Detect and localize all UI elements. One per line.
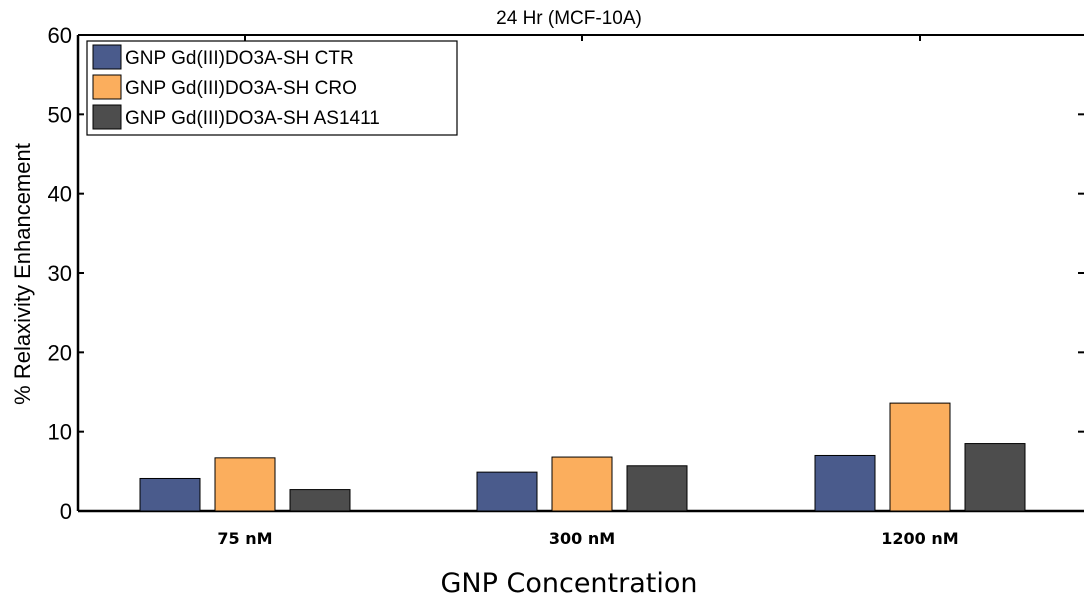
plot-area: 0 10 20 30 40 50 60 75 nM 300 nM 1200 nM: [48, 23, 1084, 548]
legend-box: [86, 40, 458, 136]
bar: [476, 471, 538, 512]
bar: [814, 454, 876, 512]
bar: [964, 443, 1026, 512]
legend-swatch: [92, 74, 122, 100]
x-tick-label: 75 nM: [217, 529, 272, 548]
y-tick-label: 20: [48, 340, 72, 365]
y-tick-label: 10: [48, 420, 72, 445]
y-tick-label: 40: [48, 182, 72, 207]
x-tick-label: 300 nM: [549, 529, 615, 548]
y-axis-label: % Relaxivity Enhancement: [10, 143, 35, 405]
bar: [551, 456, 613, 512]
legend-swatch: [92, 44, 122, 70]
bar: [889, 402, 951, 512]
y-tick-label: 50: [48, 102, 72, 127]
bar: [289, 489, 351, 512]
x-axis-label: GNP Concentration: [441, 568, 698, 599]
chart-title: 24 Hr (MCF-10A): [496, 8, 642, 29]
bar: [214, 457, 276, 512]
bar: [626, 465, 688, 512]
legend-swatch: [92, 104, 122, 130]
y-tick-label: 60: [48, 23, 72, 48]
legend: GNP Gd(III)DO3A-SH CTR GNP Gd(III)DO3A-SH…: [86, 40, 458, 136]
legend-label: GNP Gd(III)DO3A-SH CRO: [125, 78, 357, 99]
y-tick-label: 30: [48, 261, 72, 286]
bar: [139, 477, 201, 512]
x-tick-label: 1200 nM: [881, 529, 958, 548]
legend-label: GNP Gd(III)DO3A-SH AS1411: [125, 108, 380, 129]
y-tick-label: 0: [60, 499, 72, 524]
legend-label: GNP Gd(III)DO3A-SH CTR: [125, 48, 354, 69]
